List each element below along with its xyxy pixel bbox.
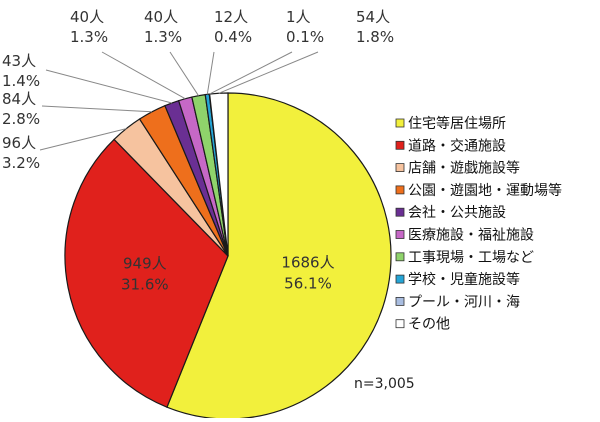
leader-line-6 [169,51,199,96]
sample-size-label: n=3,005 [354,376,415,392]
leader-lines [39,51,319,151]
slice-labels: 1686人 56.1% 949人 31.6% 96人 3.2% 84人 2.8% 43人 1.4%… [2,8,394,293]
slice-count-label-6: 40人 [144,8,178,26]
slice-percent-label-8: 0.1% [286,28,324,46]
legend-swatch-6 [395,252,405,262]
legend-swatch-4 [395,207,405,217]
slice-count-label-8: 1人 [286,8,311,26]
slice-percent-label-0: 56.1% [284,275,332,293]
slice-count-label-5: 40人 [70,8,104,26]
slice-count-label-2: 96人 [2,134,36,152]
legend-label-0: 住宅等居住場所 [408,115,506,132]
legend-label-3: 公園・遊園地・運動場等 [408,182,562,199]
legend-swatch-0 [395,118,405,128]
slice-percent-label-5: 1.3% [70,28,108,46]
legend-label-1: 道路・交通施設 [408,137,506,154]
slice-count-label-4: 43人 [2,52,36,70]
slice-percent-label-7: 0.4% [214,28,252,46]
legend-label-5: 医療施設・福祉施設 [408,227,534,244]
leader-line-2 [39,128,127,151]
slice-count-label-3: 84人 [2,90,36,108]
slice-percent-label-2: 3.2% [2,154,40,172]
legend-label-6: 工事現場・工場など [408,250,534,266]
slice-count-label-9: 54人 [356,8,390,26]
slice-percent-label-3: 2.8% [2,110,40,128]
leader-line-3 [41,105,153,113]
pie-slices [64,92,392,420]
legend-label-2: 店舗・遊戯施設等 [408,160,520,177]
legend-label-7: 学校・児童施設等 [408,271,520,288]
legend-label-4: 会社・公共施設 [408,205,506,221]
legend-label-8: プール・河川・海 [408,294,520,310]
legend-swatch-3 [395,185,405,195]
legend: 住宅等居住場所道路・交通施設店舗・遊戯施設等公園・遊園地・運動場等会社・公共施設… [395,115,562,333]
slice-percent-label-9: 1.8% [356,28,394,46]
slice-count-label-7: 12人 [214,8,248,26]
legend-swatch-9 [395,319,405,329]
leader-line-4 [45,69,172,104]
leader-line-5 [101,51,186,100]
legend-swatch-2 [395,163,405,173]
slice-count-label-1: 949人 [123,254,167,272]
leader-line-8 [209,51,293,95]
slice-percent-label-1: 31.6% [121,275,169,293]
legend-swatch-8 [395,296,405,306]
pie-slice-1 [64,138,229,408]
slice-percent-label-6: 1.3% [144,28,182,46]
legend-swatch-5 [395,230,405,239]
leader-line-7 [206,51,215,95]
legend-label-9: その他 [408,317,450,333]
slice-count-label-0: 1686人 [281,254,334,272]
slice-percent-label-4: 1.4% [2,72,40,90]
legend-swatch-1 [395,140,405,150]
legend-swatch-7 [395,274,405,284]
leader-line-9 [218,51,319,94]
